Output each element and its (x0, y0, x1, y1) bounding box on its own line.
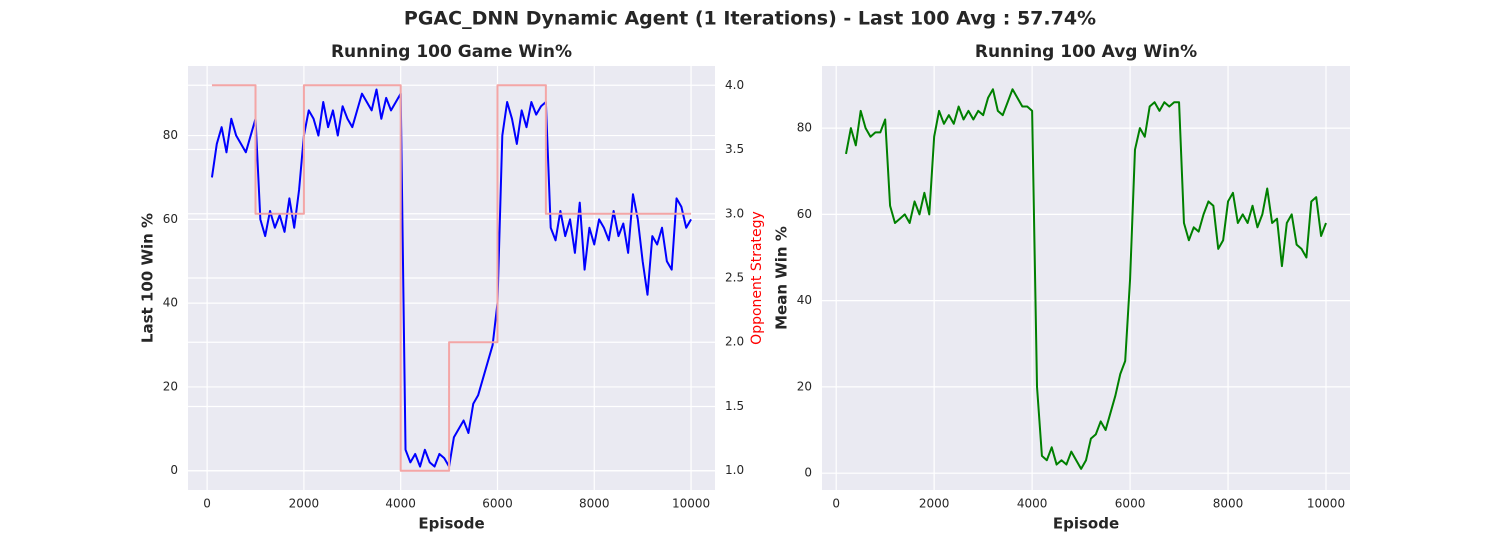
y-tick-label: 60 (797, 207, 812, 221)
y-tick-label: 60 (163, 212, 178, 226)
x-axis-label: Episode (418, 515, 484, 533)
subplot-title: Running 100 Game Win% (331, 42, 572, 62)
y2-tick-label: 3.0 (725, 206, 744, 220)
y2-tick-label: 1.5 (725, 399, 744, 413)
y2-tick-label: 2.5 (725, 271, 744, 285)
x-tick-label: 0 (203, 497, 211, 511)
x-tick-label: 2000 (289, 497, 320, 511)
figure-title: PGAC_DNN Dynamic Agent (1 Iterations) - … (404, 8, 1096, 30)
y2-tick-label: 3.5 (725, 142, 744, 156)
y-tick-label: 40 (163, 296, 178, 310)
x-tick-label: 2000 (919, 497, 950, 511)
x-tick-label: 4000 (385, 497, 416, 511)
x-axis-label: Episode (1053, 515, 1119, 533)
y-axis-label: Last 100 Win % (139, 213, 157, 343)
line-series (211, 84, 692, 472)
y-tick-label: 20 (797, 379, 812, 393)
x-tick-label: 4000 (1017, 497, 1048, 511)
x-tick-label: 6000 (482, 497, 513, 511)
subplot-title: Running 100 Avg Win% (975, 42, 1197, 62)
y-tick-label: 80 (163, 128, 178, 142)
y-axis-label: Mean Win % (773, 226, 791, 330)
x-tick-label: 8000 (1213, 497, 1244, 511)
y-tick-label: 20 (163, 379, 178, 393)
x-tick-label: 10000 (672, 497, 710, 511)
y-tick-label: 0 (804, 466, 812, 480)
y-tick-label: 80 (797, 121, 812, 135)
x-tick-label: 10000 (1307, 497, 1345, 511)
x-tick-label: 6000 (1115, 497, 1146, 511)
y-tick-label: 0 (170, 463, 178, 477)
y2-tick-label: 4.0 (725, 78, 744, 92)
x-tick-label: 8000 (579, 497, 610, 511)
x-tick-label: 0 (832, 497, 840, 511)
plot-area (822, 66, 1350, 490)
line-series (845, 88, 1327, 470)
y2-tick-label: 1.0 (725, 463, 744, 477)
y2-tick-label: 2.0 (725, 335, 744, 349)
y-tick-label: 40 (797, 293, 812, 307)
y2-axis-label: Opponent Strategy (749, 211, 765, 345)
